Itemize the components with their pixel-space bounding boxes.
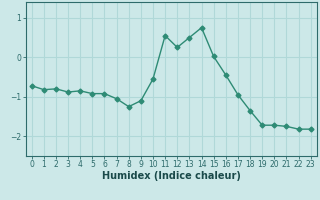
X-axis label: Humidex (Indice chaleur): Humidex (Indice chaleur): [102, 171, 241, 181]
